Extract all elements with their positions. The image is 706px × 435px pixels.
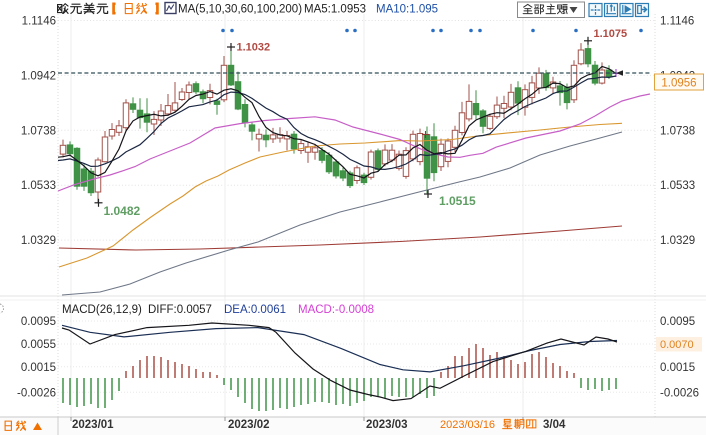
svg-text:1.1146: 1.1146: [660, 16, 694, 28]
svg-text:DEA:0.0061: DEA:0.0061: [224, 304, 286, 316]
svg-text:0.0095: 0.0095: [21, 316, 56, 328]
svg-text:1.0482: 1.0482: [104, 204, 141, 218]
svg-text:1.0533: 1.0533: [660, 180, 695, 192]
svg-text:MA(5,10,30,60,100,200): MA(5,10,30,60,100,200): [178, 4, 302, 16]
svg-text:2023/03/16: 2023/03/16: [440, 419, 495, 431]
svg-text:1.0533: 1.0533: [21, 180, 56, 192]
svg-text:1.0329: 1.0329: [21, 235, 56, 247]
svg-text:0.0015: 0.0015: [21, 362, 56, 374]
svg-text:0.0015: 0.0015: [660, 362, 695, 374]
svg-text:3/04: 3/04: [543, 419, 566, 431]
svg-text:MA5:1.0953: MA5:1.0953: [304, 4, 366, 16]
svg-text:1.1075: 1.1075: [594, 28, 628, 40]
svg-text:1.1146: 1.1146: [22, 16, 56, 28]
svg-text:MA10:1.095: MA10:1.095: [376, 4, 438, 16]
svg-text:1.1032: 1.1032: [237, 42, 271, 54]
svg-text:-0.0026: -0.0026: [660, 387, 699, 399]
svg-text:1.0738: 1.0738: [21, 125, 56, 137]
svg-text:1.0942: 1.0942: [21, 70, 56, 82]
svg-text:2023/01: 2023/01: [72, 419, 114, 431]
svg-text:MACD(26,12,9): MACD(26,12,9): [62, 304, 142, 316]
svg-text:1.0329: 1.0329: [660, 235, 695, 247]
svg-text:-0.0026: -0.0026: [17, 387, 56, 399]
svg-text:0.0055: 0.0055: [21, 339, 56, 351]
svg-text:1.0515: 1.0515: [439, 194, 476, 208]
svg-text:DIFF:0.0057: DIFF:0.0057: [148, 304, 212, 316]
svg-text:0.0095: 0.0095: [660, 316, 695, 328]
svg-text:MACD:-0.0008: MACD:-0.0008: [298, 304, 374, 316]
svg-text:1.0956: 1.0956: [661, 78, 696, 90]
svg-text:0.0070: 0.0070: [660, 339, 694, 351]
svg-text:1.0738: 1.0738: [660, 125, 695, 137]
svg-text:2023/02: 2023/02: [228, 419, 270, 431]
svg-text:2023/03: 2023/03: [366, 419, 408, 431]
